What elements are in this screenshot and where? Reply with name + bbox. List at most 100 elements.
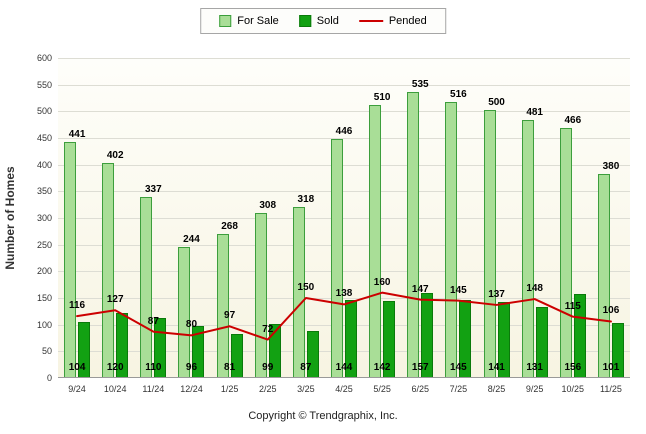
legend-item-pended: Pended	[358, 15, 427, 27]
for-sale-bar	[597, 174, 610, 377]
y-axis-tick-label: 150	[36, 293, 52, 303]
sold-value-label: 156	[564, 362, 582, 373]
y-axis-tick-label: 100	[36, 319, 52, 330]
for-sale-bar	[407, 91, 420, 377]
pended-value-label: 106	[602, 305, 620, 317]
x-axis-tick-label: 9/24	[68, 384, 86, 394]
y-axis-tick-label: 450	[36, 133, 52, 143]
copyright-text: Copyright © Trendgraphix, Inc.	[248, 410, 398, 422]
sold-value-label: 104	[68, 362, 86, 373]
pended-value-label: 137	[488, 288, 505, 300]
pended-value-label: 160	[373, 276, 391, 288]
gridline	[58, 244, 630, 246]
for-sale-value-label: 500	[488, 97, 505, 109]
sold-value-label: 101	[602, 362, 620, 373]
sold-value-label: 120	[106, 362, 124, 373]
y-axis-tick-label: 600	[36, 53, 52, 63]
gridline	[58, 58, 630, 59]
x-axis-tick-label: 5/25	[373, 384, 391, 394]
x-axis-tick-label: 10/25	[561, 384, 585, 394]
for-sale-value-label: 516	[450, 88, 467, 100]
sold-value-label: 81	[224, 362, 236, 373]
x-axis-tick-label: 6/25	[411, 384, 430, 394]
for-sale-value-label: 402	[106, 149, 124, 161]
y-axis-tick-label: 50	[41, 346, 52, 357]
pended-value-label: 145	[450, 284, 467, 296]
for-sale-value-label: 446	[335, 126, 353, 138]
legend-item-sold: Sold	[298, 15, 339, 27]
sold-value-label: 141	[488, 362, 505, 373]
pended-value-label: 150	[297, 282, 315, 293]
pended-line-swatch	[358, 20, 383, 22]
legend-item-for-sale: For Sale	[219, 15, 279, 27]
sold-value-label: 99	[262, 362, 274, 373]
y-axis-tick-label: 500	[36, 106, 52, 117]
sold-value-label: 96	[185, 362, 198, 373]
x-axis-tick-label: 8/25	[487, 384, 506, 394]
x-axis-tick-label: 9/25	[525, 384, 544, 394]
sold-value-label: 131	[526, 362, 543, 373]
x-axis-tick-label: 4/25	[335, 384, 353, 394]
y-axis-tick-label: 200	[36, 266, 52, 277]
plot-area: Number of Homes 0 50 100 150 200 250 300 350 400…	[3, 53, 630, 394]
gridline	[58, 138, 630, 139]
sold-swatch	[298, 15, 311, 27]
for-sale-value-label: 308	[259, 199, 277, 211]
y-axis-tick-label: 550	[36, 79, 52, 90]
for-sale-bar	[64, 141, 77, 377]
for-sale-bar	[369, 105, 382, 377]
for-sale-value-label: 510	[373, 92, 391, 103]
pended-value-label: 97	[224, 310, 236, 322]
sold-value-label: 110	[145, 362, 162, 373]
sold-value-label: 144	[335, 362, 353, 373]
y-axis-tick-label: 300	[36, 213, 52, 223]
legend: For Sale Sold Pended	[200, 8, 446, 34]
for-sale-value-label: 244	[183, 233, 200, 245]
gridline	[58, 164, 630, 166]
for-sale-swatch	[219, 15, 232, 27]
for-sale-value-label: 481	[526, 107, 543, 119]
sold-value-label: 87	[300, 362, 312, 373]
pended-value-label: 116	[68, 300, 86, 312]
y-axis-tick-label: 250	[36, 239, 52, 250]
y-axis-tick-label: 350	[36, 186, 52, 197]
y-axis-tick-label: 0	[46, 373, 52, 383]
for-sale-value-label: 441	[68, 128, 86, 140]
x-axis-tick-label: 11/25	[599, 384, 622, 394]
y-axis-tick-label: 400	[36, 159, 52, 170]
for-sale-value-label: 337	[144, 184, 162, 196]
x-axis-tick-label: 7/25	[449, 384, 468, 394]
for-sale-value-label: 318	[297, 194, 315, 206]
x-axis-tick-label: 3/25	[297, 384, 315, 394]
gridline	[58, 111, 630, 113]
for-sale-bar	[559, 128, 572, 377]
pended-value-label: 80	[185, 319, 198, 331]
for-sale-value-label: 535	[411, 78, 429, 90]
x-axis-tick-label: 2/25	[258, 384, 277, 394]
for-sale-bar	[140, 197, 153, 377]
pended-value-label: 87	[147, 315, 159, 327]
for-sale-bar	[254, 212, 267, 377]
for-sale-bar	[178, 246, 191, 377]
for-sale-bar	[445, 101, 458, 377]
for-sale-value-label: 380	[602, 161, 620, 173]
pended-value-label: 148	[526, 283, 543, 295]
for-sale-bar	[216, 234, 229, 377]
gridline	[58, 84, 630, 86]
for-sale-bar	[483, 110, 496, 377]
for-sale-bar	[102, 162, 115, 377]
pended-value-label: 138	[335, 288, 353, 300]
pended-value-label: 127	[106, 294, 124, 306]
sold-value-label: 157	[411, 362, 429, 373]
sold-bar	[611, 323, 624, 377]
for-sale-value-label: 268	[221, 221, 238, 233]
x-axis-tick-label: 12/24	[180, 384, 203, 394]
gridline	[58, 271, 630, 273]
sold-value-label: 145	[450, 362, 467, 373]
x-axis-tick-label: 1/25	[220, 384, 239, 394]
gridline	[58, 191, 630, 193]
x-axis-tick-label: 11/24	[142, 384, 165, 394]
for-sale-bar	[331, 139, 343, 377]
pended-value-label: 147	[411, 283, 429, 295]
pended-value-label: 72	[262, 323, 274, 335]
